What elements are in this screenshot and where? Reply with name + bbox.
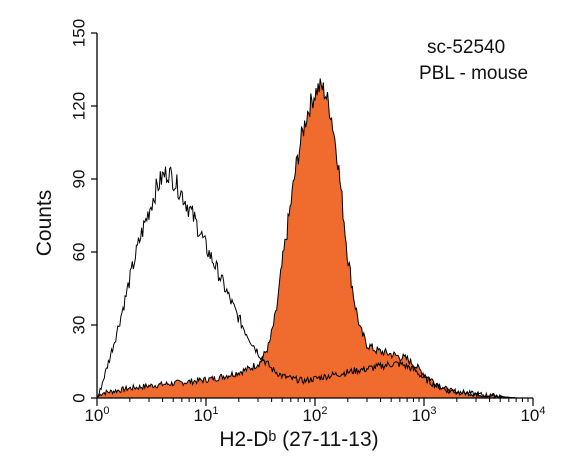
y-tick-label: 150 [69, 19, 88, 47]
series-outline-histogram [96, 166, 533, 400]
x-tick-label: 101 [193, 405, 218, 425]
y-tick-label: 120 [69, 92, 88, 120]
y-tick-label: 90 [69, 170, 88, 189]
y-axis-title: Counts [33, 190, 56, 257]
y-tick-label: 60 [69, 243, 88, 262]
annotation-catalog: sc-52540 [427, 37, 505, 58]
x-axis-title: H2-Dᵇ (27-11-13) [219, 428, 378, 451]
series-filled-histogram [95, 78, 533, 399]
x-tick-label: 100 [84, 405, 109, 425]
axes: 0 30 60 90 120 150 100 101 102 103 104 [69, 19, 545, 425]
x-tick-label: 104 [520, 405, 545, 425]
y-tick-label: 0 [69, 393, 88, 402]
x-tick-label: 102 [302, 405, 327, 425]
plot-area [95, 78, 533, 400]
annotation-sample: PBL - mouse [419, 63, 528, 84]
labels: sc-52540 PBL - mouse H2-Dᵇ (27-11-13) Co… [33, 37, 528, 451]
y-tick-label: 30 [69, 316, 88, 335]
x-tick-label: 103 [411, 405, 436, 425]
